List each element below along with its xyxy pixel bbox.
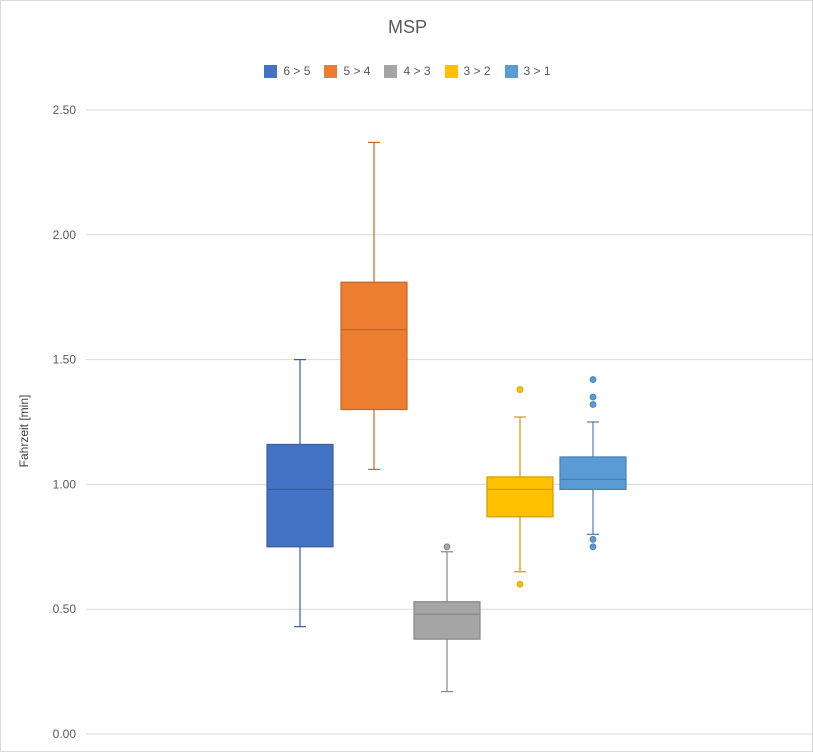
legend-item: 6 > 5 — [264, 64, 310, 78]
box-1 — [266, 443, 334, 548]
legend-item: 3 > 1 — [504, 64, 551, 78]
legend-item: 5 > 4 — [324, 64, 370, 78]
outlier-point — [589, 393, 597, 401]
legend: 6 > 5 5 > 4 4 > 3 3 > 2 3 > 1 — [1, 64, 813, 78]
y-tick-label: 0.50 — [53, 602, 77, 616]
legend-swatch — [324, 64, 338, 78]
outlier-point — [589, 535, 597, 543]
legend-label: 4 > 3 — [403, 64, 431, 78]
legend-item: 3 > 2 — [444, 64, 491, 78]
y-tick-label: 2.50 — [53, 103, 77, 117]
legend-label: 5 > 4 — [343, 64, 371, 78]
legend-swatch — [444, 64, 458, 78]
chart-title: MSP — [387, 17, 427, 37]
legend-swatch — [384, 64, 398, 78]
outlier-point — [589, 401, 597, 408]
y-tick-label: 1.50 — [53, 353, 77, 367]
box-2 — [340, 281, 408, 411]
outlier-point — [589, 376, 597, 383]
box-4 — [486, 476, 554, 518]
legend-label: 6 > 5 — [283, 64, 311, 78]
box-3 — [413, 601, 481, 640]
y-tick-label: 2.00 — [53, 228, 77, 242]
legend-swatch — [504, 64, 518, 78]
legend-swatch — [264, 64, 278, 78]
legend-label: 3 > 2 — [463, 64, 491, 78]
legend-label: 3 > 1 — [523, 64, 551, 78]
y-tick-label: 0.00 — [53, 727, 77, 741]
outlier-point — [516, 580, 524, 588]
legend-item: 4 > 3 — [384, 64, 431, 78]
outlier-point — [443, 543, 451, 551]
box-5 — [559, 456, 627, 490]
y-tick-label: 1.00 — [53, 477, 77, 491]
outlier-point — [589, 543, 597, 551]
outlier-point — [516, 386, 524, 393]
